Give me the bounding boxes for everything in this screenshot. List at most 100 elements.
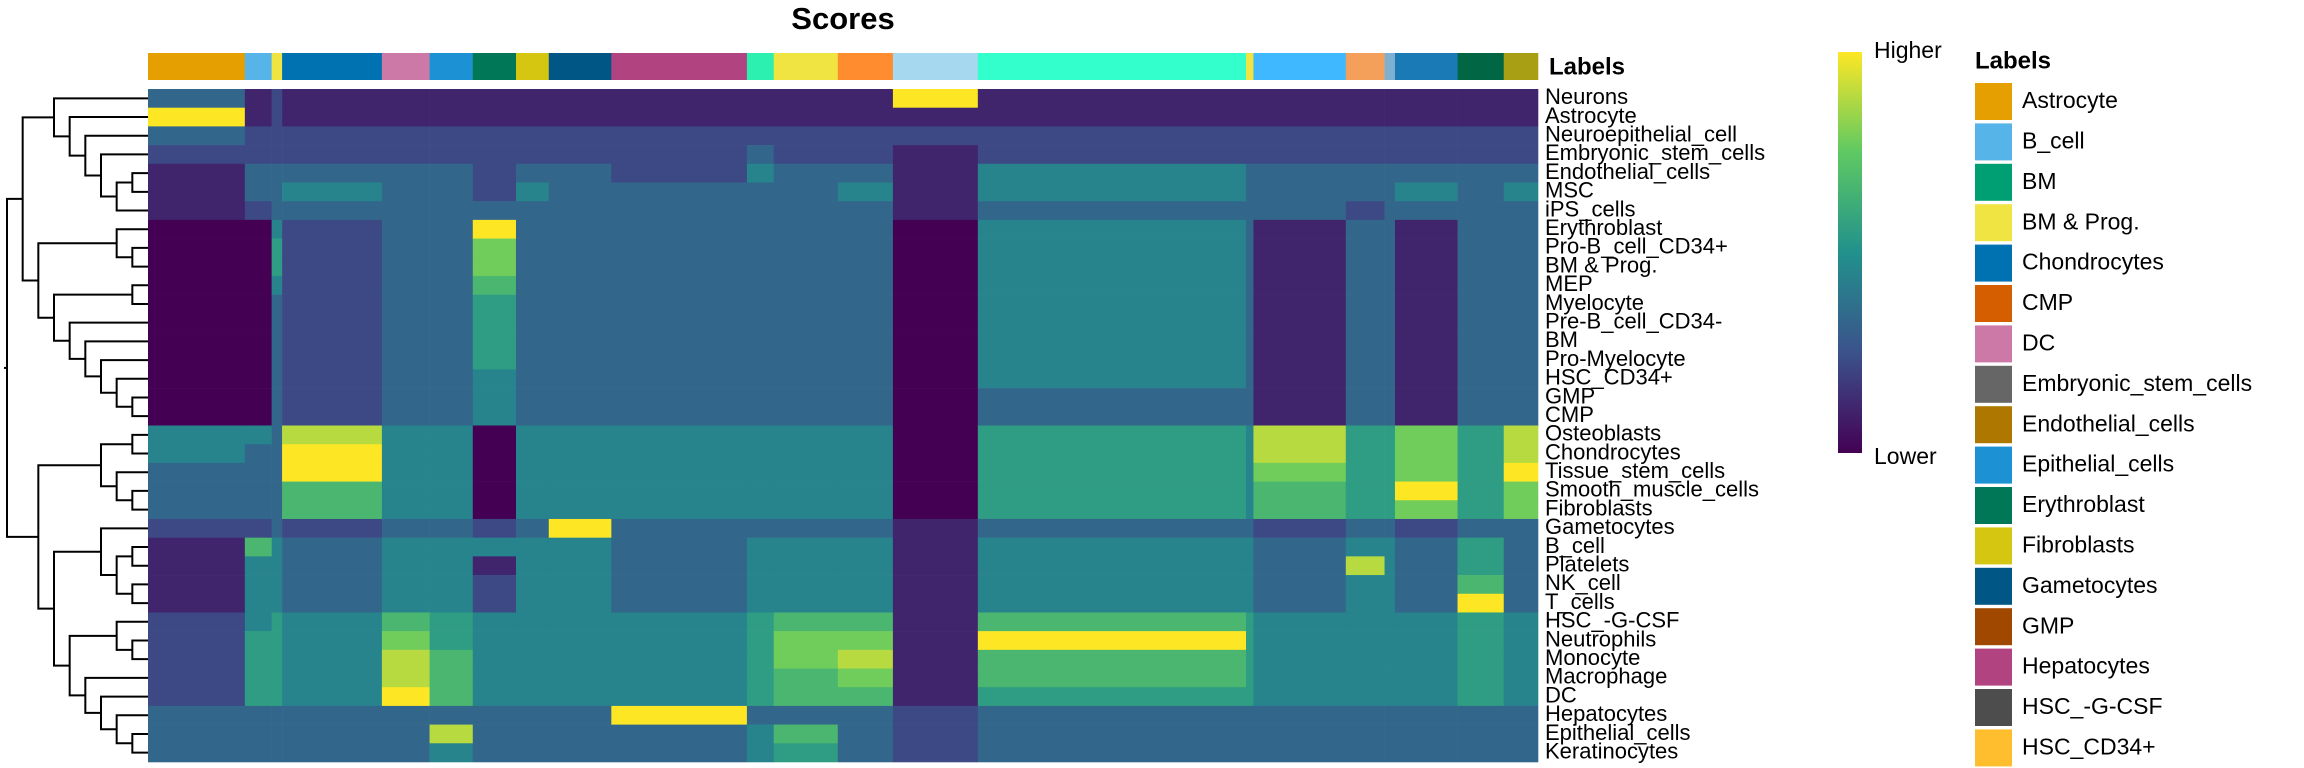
heatmap-cell bbox=[1457, 724, 1505, 744]
legend-swatch bbox=[1975, 608, 2012, 646]
heatmap-cell bbox=[611, 556, 748, 576]
heatmap-cell bbox=[282, 275, 383, 295]
legend-swatch bbox=[1975, 406, 2012, 444]
heatmap-cell bbox=[472, 350, 517, 370]
heatmap-cell bbox=[548, 107, 612, 127]
heatmap-cell bbox=[746, 332, 775, 352]
heatmap-cell bbox=[429, 462, 474, 482]
heatmap-cell bbox=[1457, 481, 1505, 501]
heatmap-cell bbox=[892, 126, 979, 146]
heatmap-cell bbox=[746, 126, 775, 146]
heatmap-cell bbox=[773, 219, 839, 239]
row-label: Smooth_muscle_cells bbox=[1545, 477, 1759, 502]
dendrogram-branch bbox=[115, 377, 148, 408]
row-label: Erythroblast bbox=[1545, 215, 1662, 240]
heatmap-cell bbox=[892, 649, 979, 669]
heatmap-cell bbox=[1253, 163, 1347, 183]
heatmap-cell bbox=[1245, 201, 1254, 221]
heatmap-cell bbox=[244, 257, 272, 277]
heatmap-cell bbox=[746, 593, 775, 613]
heatmap-cell bbox=[1394, 556, 1458, 576]
heatmap-cell bbox=[611, 425, 748, 445]
heatmap-cell bbox=[1394, 593, 1458, 613]
heatmap-cell bbox=[1345, 425, 1385, 445]
heatmap-cell bbox=[773, 631, 839, 651]
heatmap-cell bbox=[1253, 182, 1347, 202]
heatmap-cell bbox=[837, 500, 894, 520]
dendrogram-branch bbox=[84, 676, 148, 714]
heatmap-cell bbox=[837, 631, 894, 651]
heatmap-cell bbox=[548, 444, 612, 464]
heatmap-cell bbox=[244, 481, 272, 501]
row-label: Gametocytes bbox=[1545, 514, 1675, 539]
row-label: Endothelial_cells bbox=[1545, 159, 1710, 184]
heatmap-cell bbox=[1457, 556, 1505, 576]
heatmap-cell bbox=[1384, 462, 1396, 482]
heatmap-cell bbox=[1457, 743, 1505, 763]
heatmap-cell bbox=[611, 219, 748, 239]
heatmap-cell bbox=[472, 275, 517, 295]
heatmap-cell bbox=[1503, 275, 1539, 295]
heatmap-cell bbox=[1503, 350, 1539, 370]
heatmap-cell bbox=[746, 649, 775, 669]
heatmap-cell bbox=[244, 593, 272, 613]
heatmap-cell bbox=[548, 182, 612, 202]
heatmap-cell bbox=[1384, 89, 1396, 108]
heatmap-cell bbox=[611, 145, 748, 165]
heatmap-cell bbox=[892, 481, 979, 501]
heatmap-cell bbox=[1384, 350, 1396, 370]
heatmap-cell bbox=[148, 575, 246, 595]
heatmap-cell bbox=[977, 575, 1247, 595]
heatmap-cell bbox=[611, 89, 748, 108]
heatmap-cell bbox=[515, 649, 550, 669]
heatmap-cell bbox=[1384, 518, 1396, 538]
heatmap-cell bbox=[429, 332, 474, 352]
heatmap-cell bbox=[1457, 294, 1505, 314]
heatmap-cell bbox=[1457, 444, 1505, 464]
annotation-cell bbox=[977, 53, 1247, 80]
heatmap-cell bbox=[1503, 724, 1539, 744]
heatmap-cell bbox=[515, 369, 550, 389]
heatmap-cell bbox=[1457, 257, 1505, 277]
legend-swatch bbox=[1975, 325, 2012, 363]
heatmap-cell bbox=[381, 313, 430, 333]
heatmap-cell bbox=[282, 313, 383, 333]
heatmap-cell bbox=[773, 593, 839, 613]
heatmap-cell bbox=[746, 313, 775, 333]
heatmap-cell bbox=[1457, 126, 1505, 146]
heatmap-cell bbox=[773, 107, 839, 127]
heatmap-cell bbox=[429, 275, 474, 295]
heatmap-cell bbox=[1384, 145, 1396, 165]
heatmap-cell bbox=[1384, 631, 1396, 651]
heatmap-cell bbox=[1457, 182, 1505, 202]
heatmap-cell bbox=[977, 201, 1247, 221]
heatmap-cell bbox=[1245, 444, 1254, 464]
heatmap-cell bbox=[746, 500, 775, 520]
heatmap-cell bbox=[837, 425, 894, 445]
heatmap-cell bbox=[271, 425, 283, 445]
heatmap-cell bbox=[1503, 219, 1539, 239]
heatmap-cell bbox=[746, 631, 775, 651]
heatmap-cell bbox=[1503, 89, 1539, 108]
heatmap-cell bbox=[1384, 481, 1396, 501]
row-label: Fibroblasts bbox=[1545, 495, 1653, 520]
chart-title: Scores bbox=[791, 1, 894, 36]
heatmap-cell bbox=[429, 668, 474, 688]
legend-label: Gametocytes bbox=[2022, 572, 2158, 598]
heatmap-cell bbox=[381, 294, 430, 314]
heatmap-cell bbox=[429, 705, 474, 725]
heatmap-cell bbox=[244, 743, 272, 763]
heatmap-cell bbox=[472, 705, 517, 725]
heatmap-cell bbox=[746, 705, 775, 725]
heatmap-cell bbox=[977, 444, 1247, 464]
heatmap-cell bbox=[977, 649, 1247, 669]
heatmap-cell bbox=[1457, 369, 1505, 389]
heatmap-cell bbox=[892, 89, 979, 108]
heatmap-cell bbox=[282, 612, 383, 632]
heatmap-cell bbox=[892, 313, 979, 333]
heatmap-cell bbox=[773, 332, 839, 352]
heatmap-cell bbox=[515, 556, 550, 576]
heatmap-cell bbox=[271, 238, 283, 258]
heatmap-cell bbox=[548, 425, 612, 445]
heatmap-cell bbox=[1394, 107, 1458, 127]
